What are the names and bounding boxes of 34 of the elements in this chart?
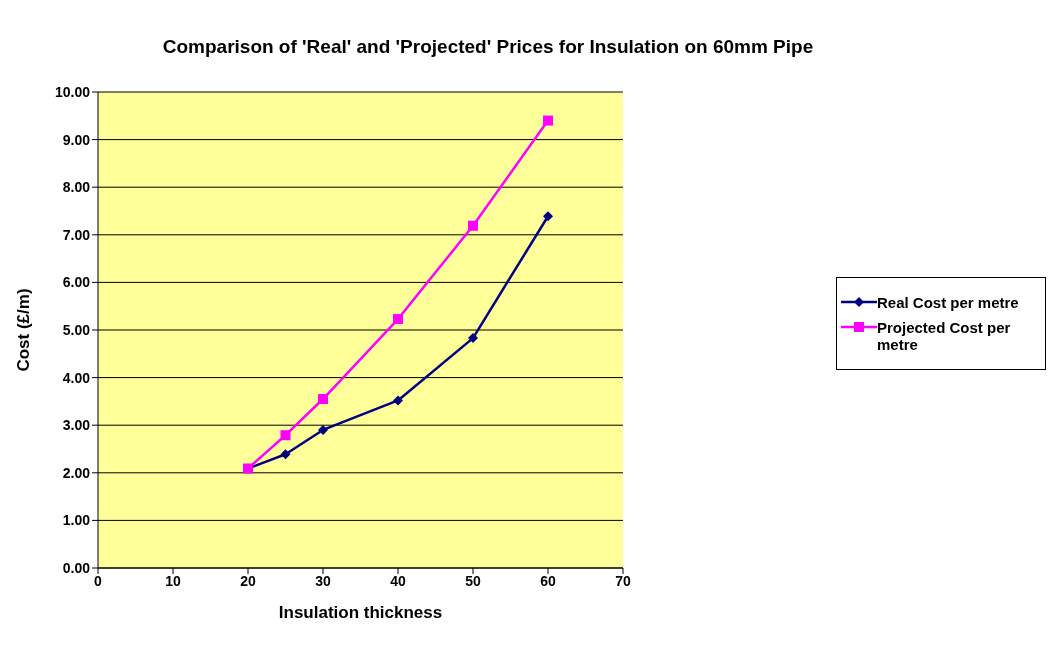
x-tick-label: 40 [390,572,406,589]
x-tick-label: 30 [315,572,331,589]
legend-label: Projected Cost per metre [877,318,1012,353]
y-tick-label: 10.00 [54,83,91,100]
point [280,430,291,441]
point [318,424,328,435]
legend-label: Real Cost per metre [877,293,1019,311]
y-tick-label: 9.00 [62,131,91,148]
x-tick-label: 50 [465,572,481,589]
x-tick-label: 10 [165,572,181,589]
y-tick-label: 0.00 [62,559,91,576]
point [318,394,328,405]
x-tick-label: 70 [615,572,631,589]
y-tick-label: 7.00 [62,226,91,243]
point [280,449,291,460]
y-tick-label: 2.00 [62,464,91,481]
x-axis-title: Insulation thickness [278,603,443,622]
x-tick-label: 20 [240,572,256,589]
y-tick-label: 5.00 [62,321,91,338]
point [543,211,553,222]
point [468,333,478,344]
y-tick-label: 6.00 [62,274,91,291]
y-tick-label: 8.00 [62,179,91,196]
y-tick-label: 1.00 [62,512,91,529]
point [393,314,403,325]
x-tick-label: 0 [94,572,103,589]
x-tick-label: 60 [540,572,556,589]
y-tick-label: 3.00 [62,417,91,434]
point [468,220,478,231]
point [543,115,553,126]
chart-title: Comparison of 'Real' and 'Projected' Prices for Insulation on 60mm Pipe [161,36,815,58]
y-tick-label: 4.00 [62,369,91,386]
y-axis-title: Cost (£/m) [14,288,34,372]
point [393,395,403,406]
